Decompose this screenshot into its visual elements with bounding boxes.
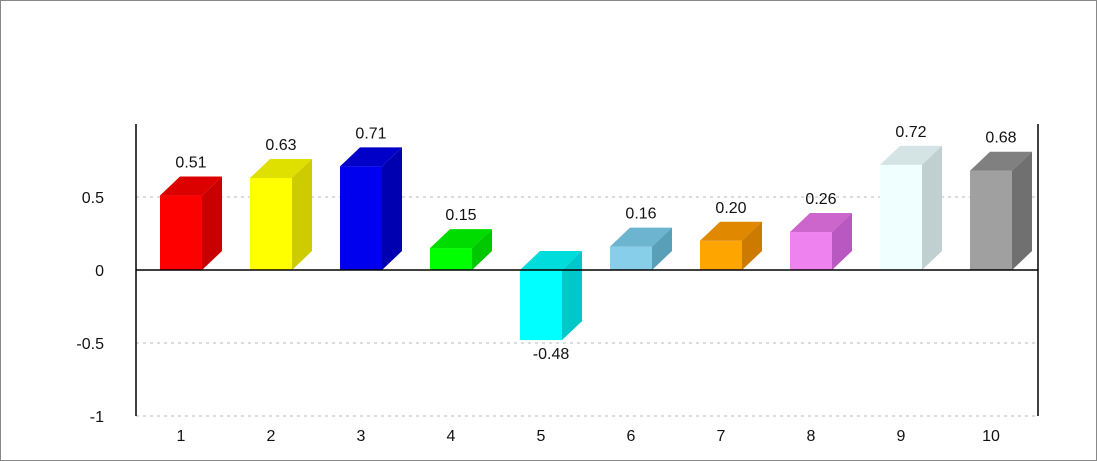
labels: -1-0.500.51 2 3 4 5 6 7 8 9 100.510.630.710.15-0.… (76, 124, 1016, 445)
bar-front (520, 270, 562, 341)
data-label: 0.26 (805, 191, 836, 208)
x-tick-label: 5 (537, 428, 546, 445)
x-tick-label: 10 (982, 428, 1000, 445)
data-label: -0.48 (533, 346, 570, 363)
bar-top (340, 147, 402, 167)
axes (135, 124, 1039, 416)
bar-front (610, 246, 652, 270)
bar-side (472, 229, 492, 270)
bar-side (832, 213, 852, 270)
bar-1 (160, 176, 222, 270)
bar-front (430, 248, 472, 270)
bar-side (382, 147, 402, 270)
bar-front (970, 170, 1012, 270)
data-label: 0.20 (715, 200, 746, 217)
bar-top (250, 159, 312, 179)
y-tick-label: -1 (90, 409, 104, 426)
x-tick-label: 3 (357, 428, 366, 445)
data-label: 0.68 (985, 130, 1016, 147)
bar-side (652, 227, 672, 270)
bar-side (292, 159, 312, 270)
bar-side (562, 251, 582, 341)
bar-side (202, 176, 222, 270)
x-tick-label: 8 (807, 428, 816, 445)
x-tick-label: 7 (717, 428, 726, 445)
bar-side (742, 221, 762, 270)
bar-4 (430, 229, 492, 270)
data-label: 0.15 (445, 207, 476, 224)
data-label: 0.72 (895, 124, 926, 141)
y-tick-label: 0.5 (82, 190, 104, 207)
bar-2 (250, 159, 312, 270)
x-tick-label: 4 (447, 428, 456, 445)
x-tick-label: 1 (177, 428, 186, 445)
bar-front (250, 178, 292, 270)
bar-front (880, 164, 922, 270)
bar-top (700, 221, 762, 241)
bar-top (880, 145, 942, 165)
x-tick-label: 6 (627, 428, 636, 445)
x-tick-label: 9 (897, 428, 906, 445)
bar-top (520, 251, 582, 270)
data-label: 0.63 (265, 137, 296, 154)
bars (160, 145, 1032, 341)
bar-10 (970, 151, 1032, 270)
y-tick-label: -0.5 (76, 336, 104, 353)
data-label: 0.51 (175, 155, 206, 172)
bar-8 (790, 213, 852, 270)
bar-6 (610, 227, 672, 270)
bar-front (700, 240, 742, 270)
data-label: 0.71 (355, 125, 386, 142)
bar-front (160, 195, 202, 270)
bar-top (610, 227, 672, 247)
bar-front (790, 232, 832, 270)
bar-3 (340, 147, 402, 270)
y-tick-label: 0 (95, 263, 104, 280)
bar-7 (700, 221, 762, 270)
x-tick-label: 2 (267, 428, 276, 445)
bar-5 (520, 251, 582, 341)
bar-top (970, 151, 1032, 171)
bar-9 (880, 145, 942, 270)
bar-side (922, 145, 942, 270)
data-label: 0.16 (625, 206, 656, 223)
bar-top (160, 176, 222, 196)
bar-top (790, 213, 852, 233)
bar-top (430, 229, 492, 249)
bar-side (1012, 151, 1032, 270)
bar-front (340, 166, 382, 270)
